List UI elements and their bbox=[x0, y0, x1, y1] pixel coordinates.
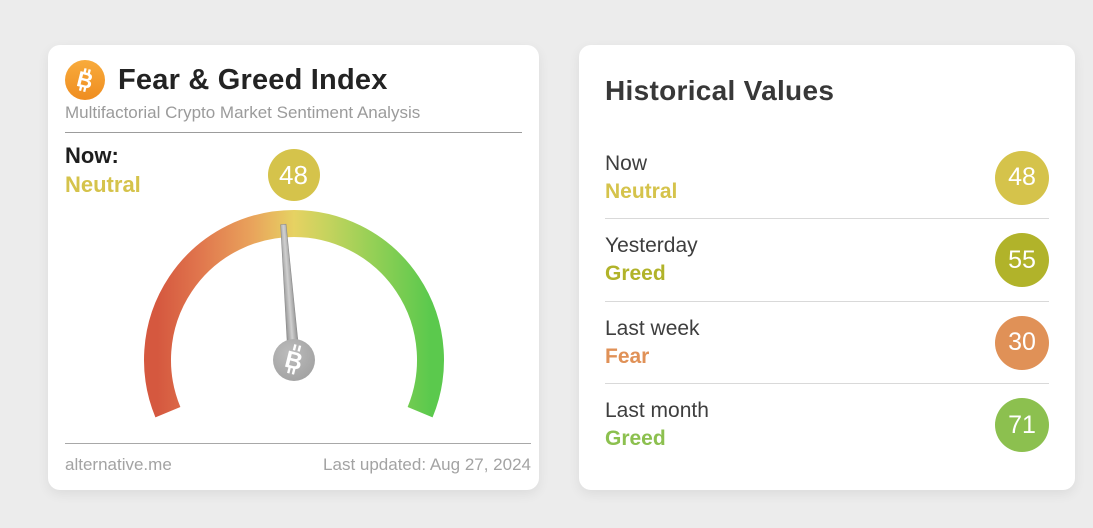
historical-values-card: Historical Values Now Neutral 48 Yesterd… bbox=[579, 45, 1075, 490]
current-sentiment-block: Now: Neutral bbox=[65, 142, 141, 199]
svg-text:B: B bbox=[282, 346, 305, 376]
page-title: Fear & Greed Index bbox=[118, 63, 388, 96]
history-row-last-month: Last month Greed 71 bbox=[605, 383, 1049, 465]
historical-values-title: Historical Values bbox=[605, 75, 835, 106]
bitcoin-icon: B bbox=[272, 339, 315, 381]
now-label: Now: bbox=[65, 143, 119, 168]
current-value-badge: 48 bbox=[267, 149, 320, 201]
row-sentiment: Greed bbox=[605, 262, 666, 286]
row-sentiment: Greed bbox=[605, 427, 666, 451]
subtitle: Multifactorial Crypto Market Sentiment A… bbox=[65, 103, 421, 122]
now-sentiment: Neutral bbox=[65, 171, 141, 197]
gauge-body: Now: Neutral 48 bbox=[48, 133, 539, 443]
history-row-last-week: Last week Fear 30 bbox=[605, 300, 1049, 383]
gauge-card-header: B Fear & Greed Index Multifactorial Cryp… bbox=[48, 45, 539, 133]
value-badge: 48 bbox=[995, 150, 1049, 205]
sentiment-gauge: B bbox=[143, 209, 444, 418]
row-label: Now bbox=[605, 152, 648, 175]
last-updated-text: Last updated: Aug 27, 2024 bbox=[323, 455, 531, 474]
row-sentiment: Fear bbox=[605, 344, 650, 368]
fear-greed-index-card: B Fear & Greed Index Multifactorial Cryp… bbox=[48, 45, 539, 490]
gauge-card-footer: alternative.me Last updated: Aug 27, 202… bbox=[65, 443, 531, 490]
row-label: Last week bbox=[605, 316, 700, 340]
row-label: Last month bbox=[605, 399, 709, 423]
history-row-yesterday: Yesterday Greed 55 bbox=[605, 218, 1049, 300]
gauge-arc bbox=[143, 209, 444, 418]
bitcoin-icon: B bbox=[65, 60, 105, 100]
value-badge: 30 bbox=[995, 315, 1049, 370]
row-label: Yesterday bbox=[605, 234, 698, 258]
history-row-now: Now Neutral 48 bbox=[605, 137, 1049, 218]
value-badge: 55 bbox=[995, 233, 1049, 288]
source-link[interactable]: alternative.me bbox=[65, 455, 172, 474]
value-badge: 71 bbox=[995, 398, 1049, 453]
svg-text:B: B bbox=[74, 66, 95, 94]
row-sentiment: Neutral bbox=[605, 179, 678, 203]
header-divider bbox=[65, 132, 522, 133]
